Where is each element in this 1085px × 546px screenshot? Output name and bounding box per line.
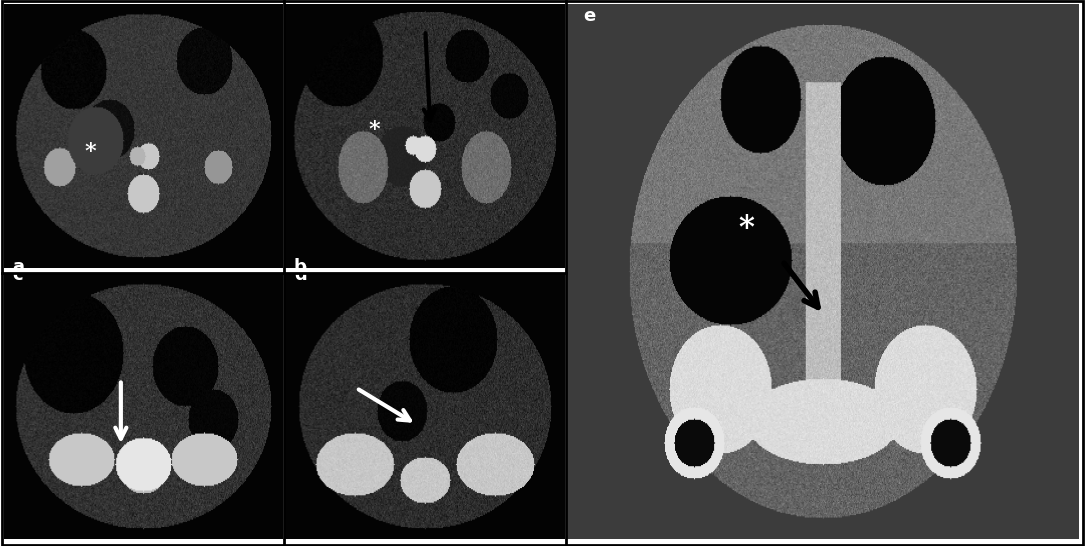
Text: b: b	[294, 258, 307, 276]
Text: e: e	[583, 7, 595, 25]
Text: *: *	[738, 213, 754, 244]
Text: d: d	[294, 266, 306, 284]
Text: c: c	[13, 266, 24, 284]
Text: *: *	[85, 141, 97, 163]
Text: a: a	[13, 258, 25, 276]
Text: *: *	[369, 119, 380, 141]
